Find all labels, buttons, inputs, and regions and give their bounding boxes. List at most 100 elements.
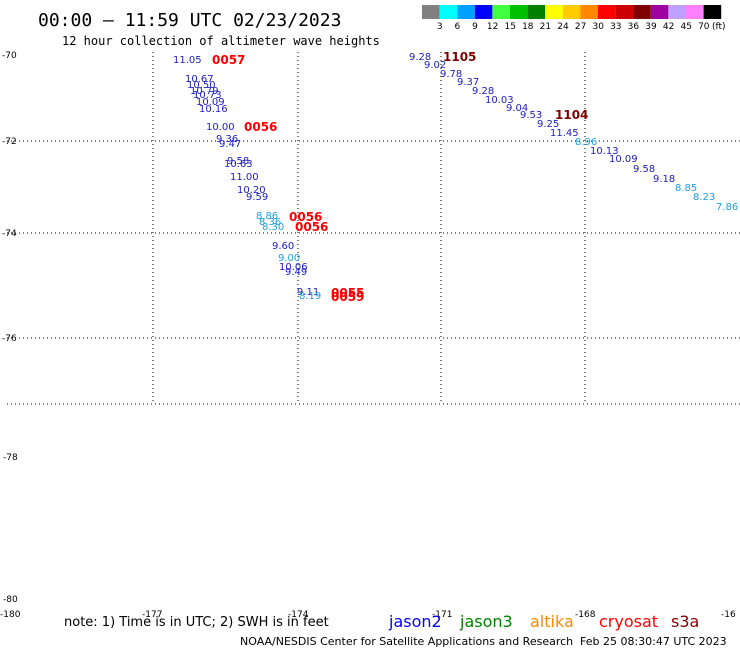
color-scale-label: 42	[663, 22, 674, 32]
color-scale-label: 15	[504, 22, 515, 32]
wave-height-value: 9.47	[219, 139, 241, 150]
wave-height-value: 9.37	[457, 77, 479, 88]
wave-height-value: 10.79	[190, 86, 219, 97]
color-swatch	[633, 5, 651, 19]
wave-height-value: 9.53	[520, 110, 542, 121]
color-scale-label: 30	[592, 22, 604, 32]
pass-time-label: 1104	[555, 108, 588, 122]
color-swatch	[492, 5, 510, 19]
pass-time-label: 0055	[331, 286, 364, 300]
pass-time-label: 0056	[244, 120, 277, 134]
wave-height-value: 9.00	[278, 253, 300, 264]
color-scale-label: 45	[680, 22, 691, 32]
lat-label: -70	[2, 51, 17, 61]
wave-height-value: 9.58	[227, 156, 249, 167]
color-scale-label: 27	[575, 22, 586, 32]
wave-height-value: 9.18	[653, 174, 675, 185]
wave-height-value: 9.11	[297, 287, 319, 298]
wave-height-value: 10.06	[279, 262, 308, 273]
lon-axis-labels: -180 -177 -174 -171 -168 -16	[0, 610, 736, 620]
wave-height-value: 10.03	[485, 95, 514, 106]
satellite-legend-cryosat: cryosat	[599, 612, 658, 631]
wave-height-value: 8.96	[575, 137, 597, 148]
wave-height-value: 10.63	[224, 159, 253, 170]
map-title: 00:00 – 11:59 UTC 02/23/2023	[38, 10, 341, 31]
lat-label: -72	[2, 137, 17, 147]
color-scale-label: 18	[522, 22, 534, 32]
color-swatch	[527, 5, 546, 19]
pass-time-label: 0059	[331, 290, 364, 304]
lon-label: -16	[721, 610, 736, 620]
color-swatch	[545, 5, 563, 19]
map-subtitle: 12 hour collection of altimeter wave hei…	[62, 34, 380, 48]
wave-height-value: 10.73	[193, 90, 222, 101]
lat-axis-labels: -70 -72 -74 -76 -78 -80	[2, 51, 18, 605]
color-scale-label: 3	[437, 22, 443, 32]
color-scale-unit: (ft)	[712, 22, 726, 32]
wave-height-value: 10.67	[185, 74, 214, 85]
wave-height-value: 8.86	[256, 211, 278, 222]
wave-height-value: 9.49	[285, 267, 307, 278]
footer-note: note: 1) Time is in UTC; 2) SWH is in fe…	[64, 615, 329, 630]
color-swatch	[457, 5, 475, 19]
wave-height-value: 9.78	[440, 69, 462, 80]
wave-height-value: 7.86	[716, 202, 738, 213]
color-swatch	[703, 5, 722, 19]
wave-height-value: 9.25	[537, 119, 559, 130]
color-swatch	[562, 5, 581, 19]
wave-height-color-scale: 3 6 9 12 15 18 21 24 27 30 33 36 39 42 45 70 (ft)	[422, 5, 726, 32]
wave-height-value: 10.16	[199, 104, 228, 115]
wave-height-value: 10.50	[187, 80, 216, 91]
color-swatch	[598, 5, 616, 19]
wave-height-value: 9.60	[272, 241, 294, 252]
color-swatch	[668, 5, 686, 19]
color-swatch	[650, 5, 669, 19]
wave-height-value: 11.00	[230, 172, 259, 183]
color-swatch	[439, 5, 458, 19]
lon-label: -180	[0, 610, 21, 620]
wave-height-value: 9.36	[216, 134, 238, 145]
lat-label: -74	[2, 229, 17, 239]
lon-label: -174	[288, 610, 309, 620]
wave-height-value: 9.28	[409, 52, 431, 63]
satellite-legend-jason2: jason2	[388, 612, 442, 631]
lat-label: -78	[3, 453, 18, 463]
color-scale-label: 36	[628, 22, 640, 32]
wave-height-value: 8.23	[693, 192, 715, 203]
lat-lon-grid	[7, 52, 740, 405]
wave-height-value: 10.09	[609, 154, 638, 165]
color-scale-label: 39	[645, 22, 657, 32]
satellite-legend-s3a: s3a	[671, 612, 699, 631]
wave-height-value: 9.28	[472, 86, 494, 97]
pass-time-label: 0056	[295, 220, 328, 234]
wave-height-value: 10.20	[237, 185, 266, 196]
color-scale-label: 33	[610, 22, 621, 32]
color-swatch	[686, 5, 704, 19]
lat-label: -76	[2, 334, 17, 344]
color-swatch	[510, 5, 528, 19]
color-scale-label: 9	[472, 22, 478, 32]
color-swatch	[580, 5, 598, 19]
lon-label: -168	[575, 610, 596, 620]
wave-height-value: 9.04	[506, 103, 528, 114]
color-scale-label: 70	[698, 22, 710, 32]
wave-height-value: 8.85	[675, 183, 697, 194]
wave-height-value: 11.45	[550, 128, 579, 139]
pass-time-label: 0056	[289, 210, 322, 224]
lon-label: -177	[142, 610, 162, 620]
color-swatch	[474, 5, 493, 19]
wave-height-value: 10.13	[590, 146, 619, 157]
color-scale-label: 21	[540, 22, 551, 32]
wave-height-value: 8.19	[299, 291, 321, 302]
wave-height-value: 8.30	[262, 222, 284, 233]
lat-label: -80	[3, 595, 18, 605]
color-scale-label: 6	[455, 22, 461, 32]
wave-height-value: 9.02	[424, 60, 446, 71]
color-scale-label: 12	[487, 22, 498, 32]
wave-height-value: 9.59	[246, 192, 268, 203]
color-scale-label: 24	[557, 22, 569, 32]
wave-height-value: 11.05	[173, 55, 202, 66]
satellite-legend-altika: altika	[530, 612, 574, 631]
